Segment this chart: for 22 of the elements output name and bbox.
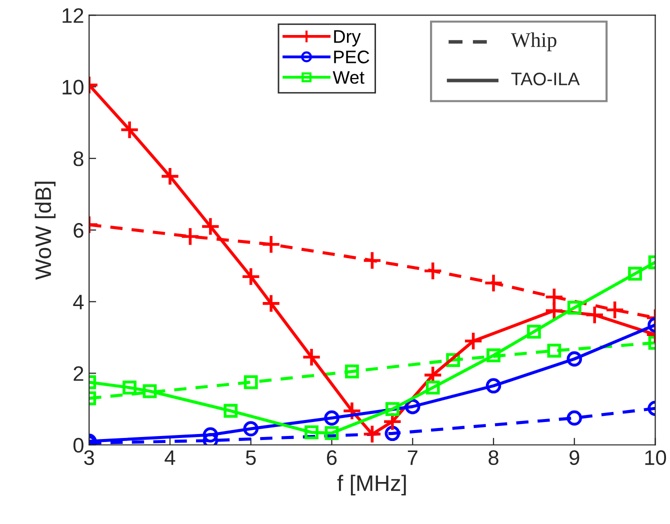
x-tick-label: 6 (327, 450, 337, 466)
annotation: Whip (510, 32, 556, 52)
y-tick-label: 2 (74, 366, 84, 381)
x-axis-title: f [MHz] (337, 474, 406, 496)
x-tick-label: 7 (408, 450, 418, 465)
x-tick-label: 9 (570, 450, 580, 466)
x-tick-label: 8 (488, 450, 498, 466)
x-tick-label: 4 (164, 450, 176, 465)
y-tick-label: 8 (74, 151, 84, 166)
y-tick-label: 6 (74, 223, 84, 238)
y-tick-label: 4 (73, 294, 84, 310)
legend-label: Wet (332, 71, 364, 84)
y-axis-title: WoW [dB] (34, 182, 56, 280)
y-tick-label: 10 (62, 80, 84, 95)
x-tick-label: 3 (84, 450, 94, 466)
y-tick-label: 0 (73, 438, 84, 453)
x-tick-label: 10 (645, 450, 666, 466)
annotation: TAO-ILA (511, 72, 580, 86)
y-tick-label: 12 (62, 8, 84, 23)
legend-label: PEC (334, 50, 370, 64)
legend-label: Dry (334, 30, 361, 46)
x-tick-label: 5 (246, 450, 256, 466)
